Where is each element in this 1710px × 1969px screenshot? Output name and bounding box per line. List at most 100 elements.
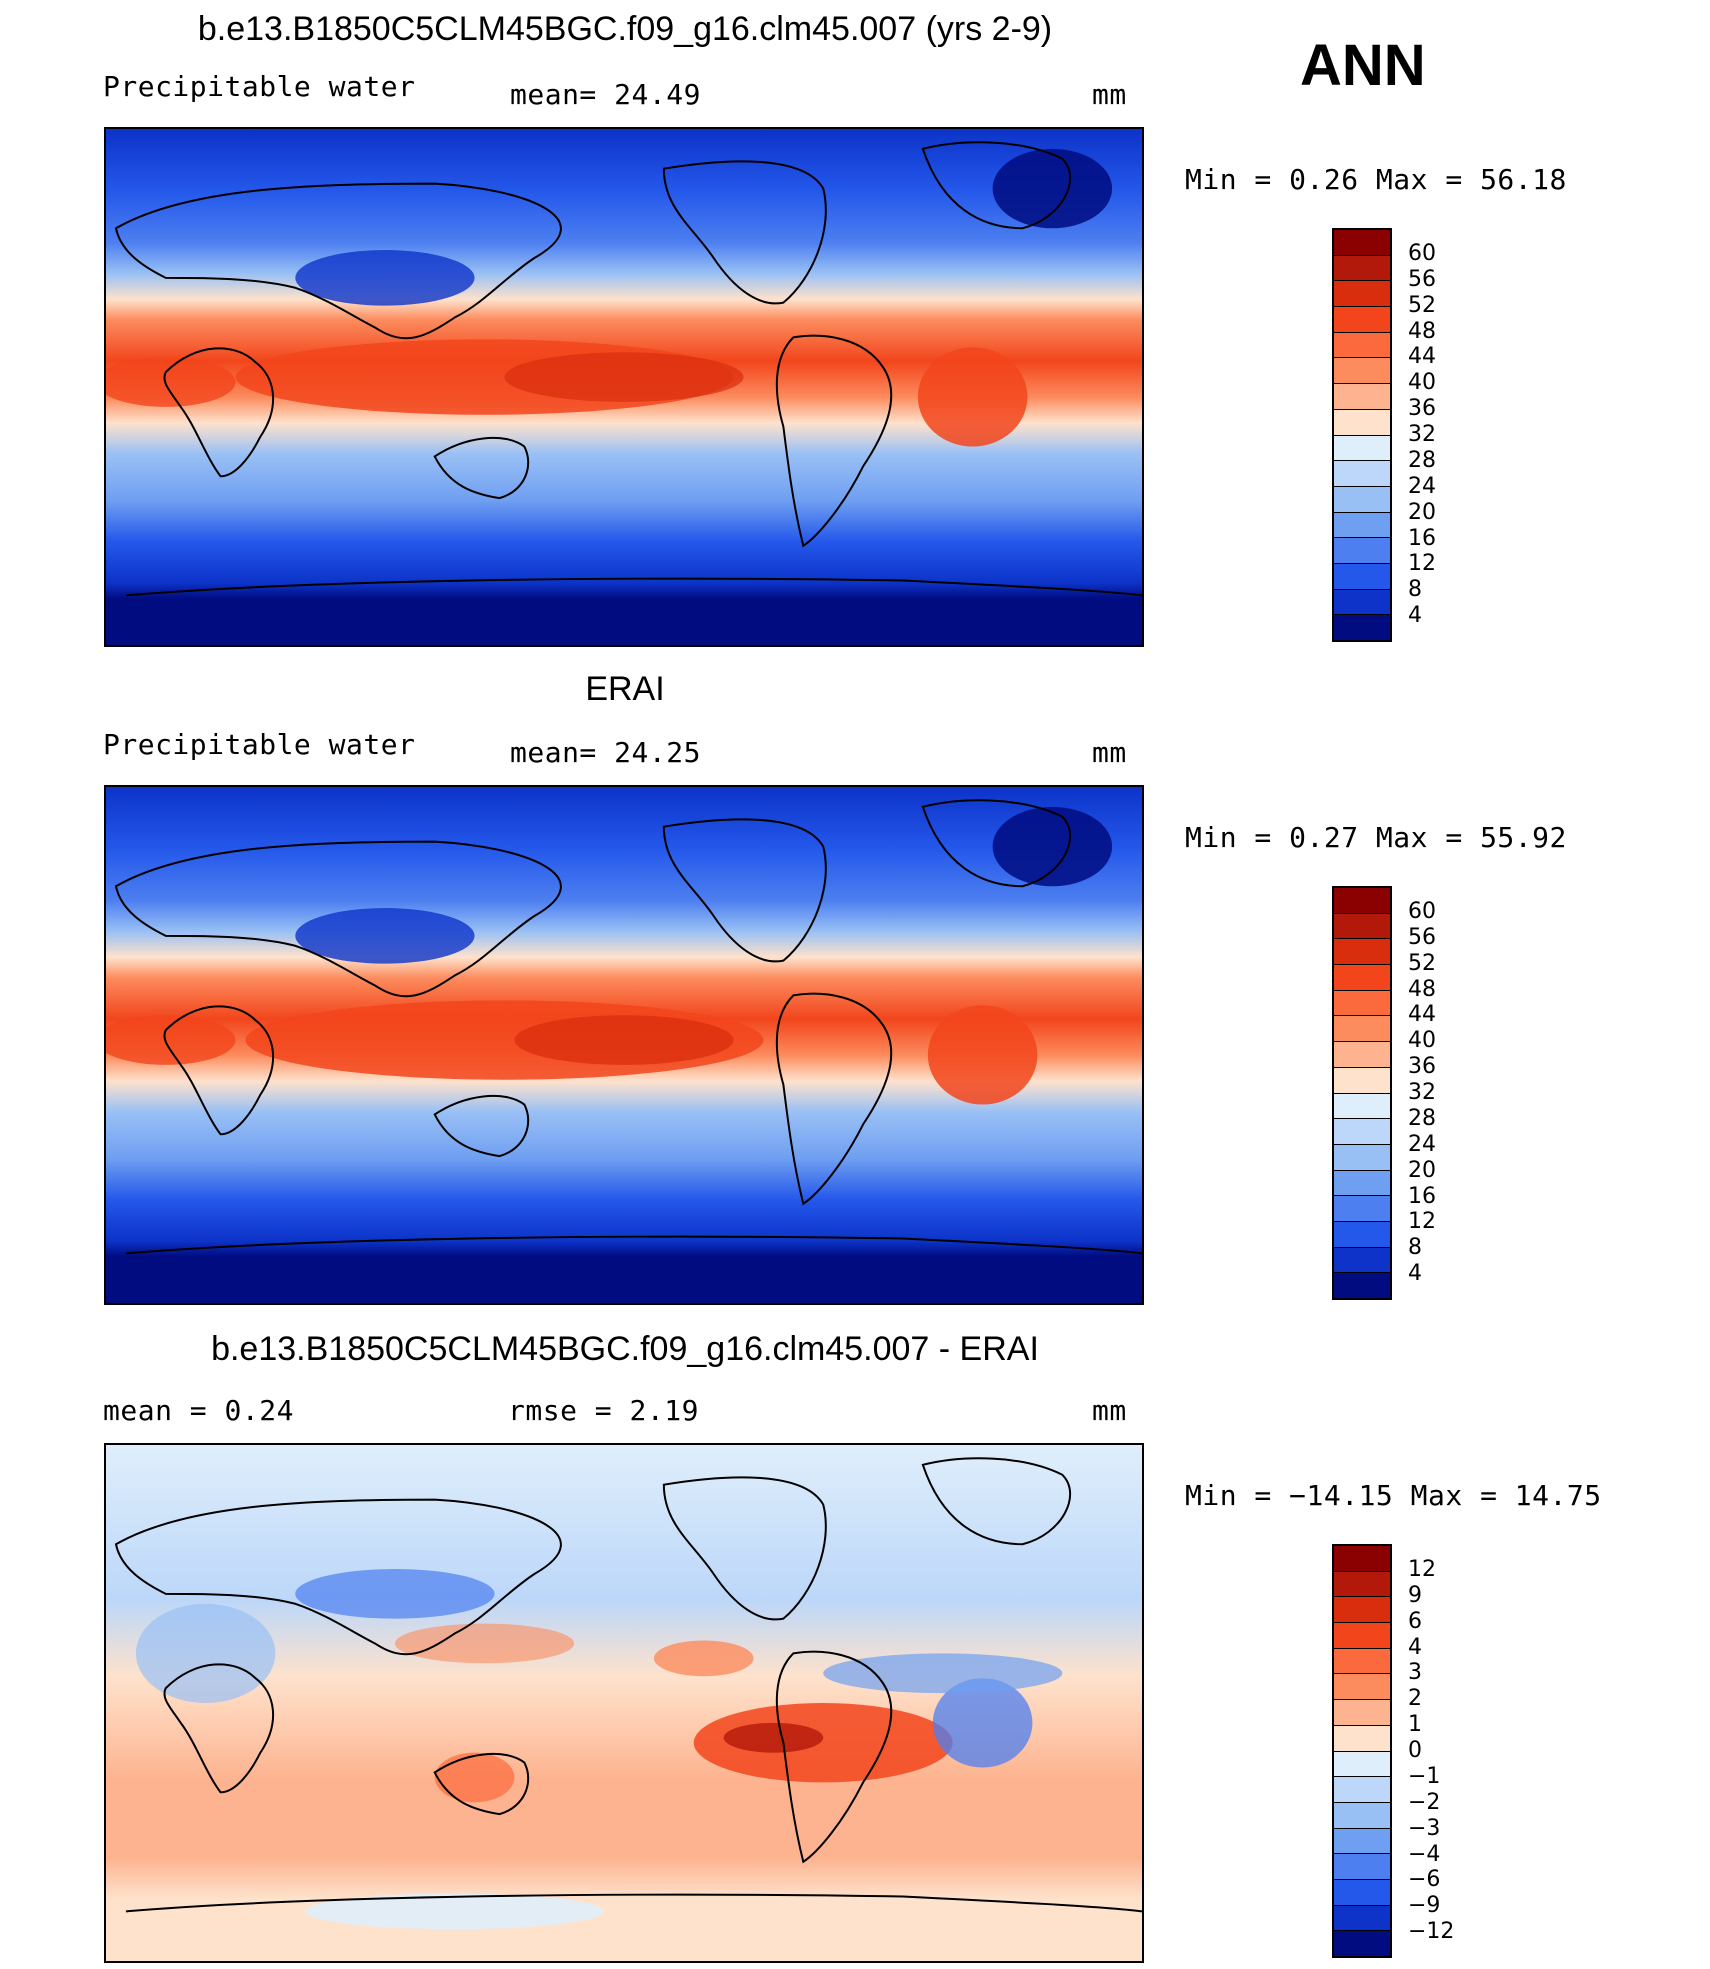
- colorbar-tick-label: 12: [1408, 1556, 1436, 1582]
- colorbar-tick-label: 36: [1408, 1054, 1436, 1080]
- colorbar-swatch: [1334, 1931, 1390, 1956]
- colorbar-swatch: [1334, 1144, 1390, 1171]
- colorbar-tick-label: 6: [1408, 1608, 1422, 1634]
- colorbar-tick-label: 9: [1408, 1582, 1422, 1608]
- colorbar-tick-label: 24: [1408, 473, 1436, 499]
- colorbar-swatch: [1334, 1648, 1390, 1675]
- colorbar-tick-label: 56: [1408, 266, 1436, 292]
- colorbar-tick-label: 16: [1408, 525, 1436, 551]
- colorbar-swatch: [1334, 512, 1390, 539]
- colorbar-tick-label: 16: [1408, 1183, 1436, 1209]
- colorbar-tick-label: 32: [1408, 422, 1436, 447]
- colorbar-tick-label: 0: [1408, 1738, 1422, 1763]
- colorbar-tick-label: −3: [1408, 1815, 1441, 1841]
- colorbar-tick-label: 48: [1408, 976, 1436, 1002]
- panel2-minmax: Min = 0.27 Max = 55.92: [1185, 821, 1567, 854]
- colorbar-tick-label: 28: [1408, 1105, 1436, 1131]
- colorbar-swatch: [1334, 435, 1390, 462]
- colorbar-tick-label: 60: [1408, 898, 1436, 924]
- colorbar-tick-label: −9: [1408, 1893, 1441, 1919]
- panel2-variable-label: Precipitable water: [103, 728, 416, 761]
- colorbar-swatch: [1334, 939, 1390, 966]
- panel2-units: mm: [1092, 736, 1127, 769]
- panel2-title: ERAI: [585, 670, 665, 708]
- colorbar-swatch: [1334, 589, 1390, 616]
- colorbar-swatch: [1334, 990, 1390, 1017]
- panel3-minmax: Min = −14.15 Max = 14.75: [1185, 1479, 1602, 1512]
- colorbar-swatch: [1334, 1700, 1390, 1726]
- colorbar-tick-label: 4: [1408, 603, 1422, 629]
- colorbar-swatch: [1334, 1802, 1390, 1829]
- colorbar-tick-label: 20: [1408, 499, 1436, 525]
- colorbar-tick-label: 28: [1408, 447, 1436, 473]
- colorbar-tick-label: 40: [1408, 370, 1436, 396]
- colorbar-swatch: [1334, 563, 1390, 590]
- colorbar-tick-label: 8: [1408, 1235, 1422, 1261]
- colorbar-swatch: [1334, 615, 1390, 640]
- colorbar-swatch: [1334, 1623, 1390, 1649]
- colorbar-swatch: [1334, 965, 1390, 991]
- colorbar-swatch: [1334, 1067, 1390, 1094]
- colorbar-tick-label: 36: [1408, 396, 1436, 422]
- colorbar-swatch: [1334, 1273, 1390, 1298]
- colorbar-swatch: [1334, 230, 1390, 256]
- colorbar-tick-label: 52: [1408, 950, 1436, 976]
- panel3-map: [104, 1443, 1144, 1963]
- colorbar-swatch: [1334, 1905, 1390, 1932]
- colorbar-swatch: [1334, 1042, 1390, 1068]
- panel1-map: [104, 127, 1144, 647]
- colorbar-swatch: [1334, 486, 1390, 513]
- colorbar-tick-label: 52: [1408, 292, 1436, 318]
- colorbar-swatch: [1334, 1751, 1390, 1778]
- colorbar-swatch: [1334, 1777, 1390, 1803]
- colorbar-tick-label: 32: [1408, 1080, 1436, 1105]
- colorbar-tick-label: 4: [1408, 1634, 1422, 1660]
- colorbar-swatch: [1334, 255, 1390, 282]
- colorbar-tick-label: 48: [1408, 318, 1436, 344]
- colorbar-swatch: [1334, 281, 1390, 308]
- colorbar-swatch: [1334, 1828, 1390, 1855]
- panel3-mean-label: mean = 0.24: [103, 1394, 294, 1427]
- colorbar-swatch: [1334, 358, 1390, 385]
- colorbar-swatch: [1334, 1016, 1390, 1043]
- colorbar-swatch: [1334, 1196, 1390, 1222]
- colorbar-tick-label: 20: [1408, 1157, 1436, 1183]
- panel1-title: b.e13.B1850C5CLM45BGC.f09_g16.clm45.007 …: [197, 10, 1053, 48]
- colorbar-tick-label: 1: [1408, 1712, 1422, 1738]
- colorbar-swatch: [1334, 307, 1390, 333]
- colorbar-tick-label: 2: [1408, 1686, 1422, 1712]
- colorbar-swatch: [1334, 1674, 1390, 1701]
- colorbar-swatch: [1334, 1247, 1390, 1274]
- colorbar-swatch: [1334, 1854, 1390, 1880]
- colorbar-swatch: [1334, 1571, 1390, 1598]
- colorbar-swatch: [1334, 461, 1390, 487]
- panel3-colorbar: [1332, 1544, 1392, 1958]
- colorbar-swatch: [1334, 409, 1390, 436]
- colorbar-swatch: [1334, 332, 1390, 359]
- colorbar-tick-label: −2: [1408, 1789, 1441, 1815]
- panel2-map: [104, 785, 1144, 1305]
- colorbar-tick-label: 56: [1408, 924, 1436, 950]
- colorbar-tick-label: 44: [1408, 344, 1436, 370]
- panel3-units: mm: [1092, 1394, 1127, 1427]
- panel1-units: mm: [1092, 78, 1127, 111]
- colorbar-tick-label: 40: [1408, 1028, 1436, 1054]
- colorbar-tick-label: 44: [1408, 1002, 1436, 1028]
- colorbar-swatch: [1334, 384, 1390, 410]
- colorbar-swatch: [1334, 538, 1390, 564]
- colorbar-tick-label: 4: [1408, 1261, 1422, 1287]
- colorbar-tick-label: 8: [1408, 577, 1422, 603]
- colorbar-swatch: [1334, 1879, 1390, 1906]
- panel3-title: b.e13.B1850C5CLM45BGC.f09_g16.clm45.007 …: [211, 1330, 1039, 1368]
- panel1-colorbar: [1332, 228, 1392, 642]
- colorbar-swatch: [1334, 1725, 1390, 1752]
- colorbar-swatch: [1334, 913, 1390, 940]
- colorbar-tick-label: −1: [1408, 1763, 1441, 1789]
- colorbar-tick-label: 60: [1408, 240, 1436, 266]
- panel1-minmax: Min = 0.26 Max = 56.18: [1185, 163, 1567, 196]
- colorbar-swatch: [1334, 888, 1390, 914]
- colorbar-swatch: [1334, 1546, 1390, 1572]
- panel2-colorbar: [1332, 886, 1392, 1300]
- colorbar-tick-label: −4: [1408, 1841, 1441, 1867]
- panel2-mean-label: mean= 24.25: [510, 736, 701, 769]
